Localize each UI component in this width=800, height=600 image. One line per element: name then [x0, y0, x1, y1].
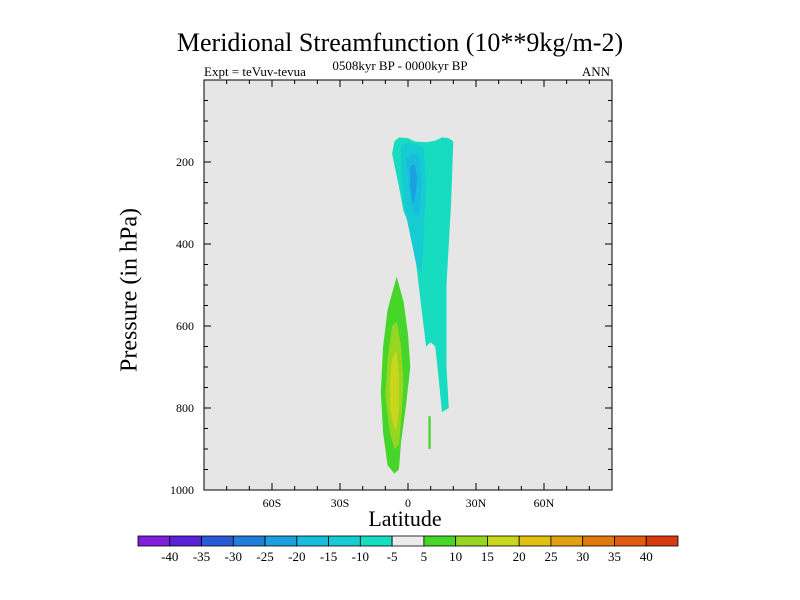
colorbar-label: -25 [256, 549, 273, 564]
chart-subtitle-left: Expt = teVuv-tevua [204, 64, 306, 79]
colorbar-swatch [201, 535, 234, 547]
contour-region-pos15 [389, 350, 399, 429]
colorbar-swatch [391, 535, 425, 547]
colorbar-label: -15 [320, 549, 337, 564]
y-tick-label: 200 [176, 155, 194, 169]
colorbar-swatch [487, 535, 520, 547]
y-axis-label: Pressure (in hPa) [116, 208, 143, 372]
contour-region-pos-sliver [428, 416, 431, 449]
colorbar-label: 30 [576, 549, 589, 564]
x-tick-label: 30N [466, 496, 487, 510]
colorbar-label: 35 [608, 549, 621, 564]
colorbar-label: -30 [225, 549, 242, 564]
colorbar-swatch [550, 535, 584, 547]
contour-region-neg20 [410, 164, 418, 203]
colorbar-swatch [328, 535, 361, 547]
colorbar-label: 40 [640, 549, 653, 564]
colorbar-swatch [455, 535, 488, 547]
colorbar-swatch [169, 535, 202, 547]
colorbar-label: 25 [544, 549, 557, 564]
colorbar-swatch [582, 535, 615, 547]
colorbar-swatch [359, 535, 393, 547]
x-tick-label: 30S [331, 496, 350, 510]
chart-subtitle-right: ANN [581, 64, 610, 79]
colorbar-label: 5 [421, 549, 428, 564]
colorbar-swatch [518, 535, 552, 547]
colorbar-label: -5 [387, 549, 398, 564]
y-tick-label: 1000 [170, 483, 194, 497]
y-tick-label: 400 [176, 237, 194, 251]
colorbar-label: -40 [161, 549, 178, 564]
colorbar-swatch [296, 535, 329, 547]
colorbar-label: 20 [513, 549, 526, 564]
x-axis-label: Latitude [368, 506, 442, 531]
colorbar-swatch [645, 535, 679, 547]
chart-title: Meridional Streamfunction (10**9kg/m-2) [176, 28, 624, 57]
colorbar-label: -10 [352, 549, 369, 564]
x-tick-label: 60S [263, 496, 282, 510]
colorbar-swatch [137, 535, 171, 547]
x-tick-label: 0 [405, 496, 411, 510]
colorbar-swatch [232, 535, 266, 547]
y-tick-label: 600 [176, 319, 194, 333]
colorbar-swatch [264, 535, 298, 547]
x-tick-label: 60N [534, 496, 555, 510]
colorbar-label: -20 [288, 549, 305, 564]
colorbar-swatch [423, 535, 457, 547]
colorbar-label: 15 [481, 549, 494, 564]
colorbar-label: -35 [193, 549, 210, 564]
colorbar-swatch [614, 535, 647, 547]
chart-subtitle-center: 0508kyr BP - 0000kyr BP [332, 58, 468, 73]
y-tick-label: 800 [176, 401, 194, 415]
colorbar-label: 10 [449, 549, 462, 564]
